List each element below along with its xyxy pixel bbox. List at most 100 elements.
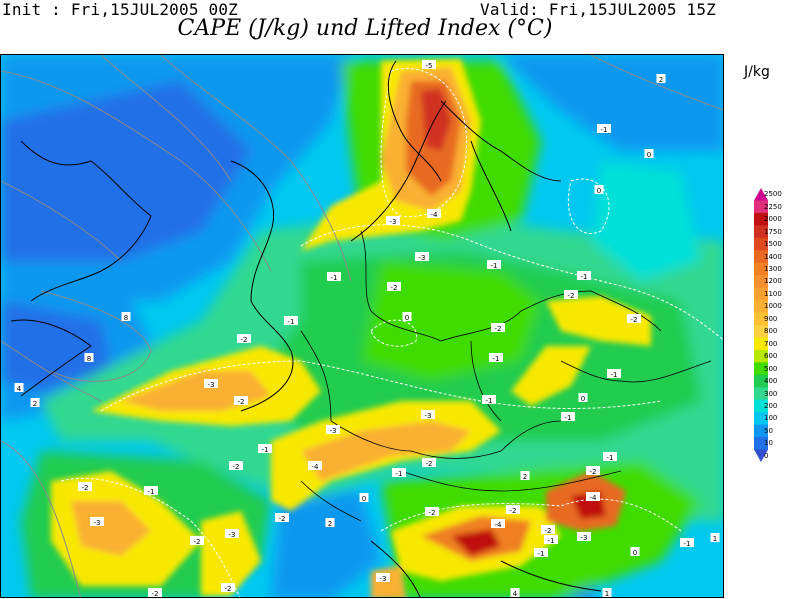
li-label: -4 [590,494,598,502]
colorbar-level-label: 50 [764,426,773,435]
li-label: -1 [396,470,403,478]
li-label-bg [148,588,162,597]
li-label: -1 [148,488,155,496]
li-label-bg [144,486,158,495]
li-label: -2 [495,325,502,333]
colorbar-segment [754,287,768,301]
colorbar-segment [754,237,768,251]
colorbar-segment [754,225,768,239]
li-label: -3 [330,427,337,435]
li-label: 1 [605,590,609,598]
li-label-bg [544,535,558,544]
colorbar-segment [754,374,768,388]
colorbar-segment [754,437,768,451]
li-label-bg [607,369,621,378]
li-label-bg [656,74,666,83]
li-label: 2 [33,400,37,408]
li-label-bg [275,513,289,522]
li-label: -1 [684,540,691,548]
colorbar-segment [754,275,768,289]
li-label-bg [510,588,520,597]
li-label-bg [392,468,406,477]
li-label: -2 [429,509,436,517]
li-label: 8 [124,314,128,322]
li-label-bg [421,410,435,419]
li-label: -3 [229,531,236,539]
li-label-bg [78,482,92,491]
colorbar-level-label: 1400 [764,252,782,261]
li-label-bg [121,312,131,321]
li-label: -2 [391,284,398,292]
colorbar-level-label: 2250 [764,202,782,211]
colorbar-level-label: 2500 [764,190,782,199]
li-label-bg [561,412,575,421]
colorbar-level-label: 800 [764,327,778,336]
li-label-bg [577,532,591,541]
colorbar-level-label: 10 [764,439,773,448]
li-label: -4 [431,211,439,219]
li-label-bg [710,533,720,542]
colorbar-level-label: 900 [764,314,778,323]
colorbar-segment [754,262,768,276]
li-label-bg [577,271,591,280]
li-label-bg [425,507,439,516]
init-time-label: Init : Fri,15JUL2005 00Z [2,0,238,19]
li-label-bg [644,149,654,158]
li-label-bg [491,519,505,528]
li-label: -1 [493,355,500,363]
li-label: -3 [208,381,215,389]
li-label-bg [386,216,400,225]
li-label-bg [630,547,640,556]
li-label-bg [586,466,600,475]
li-label: 0 [405,314,409,322]
li-label-bg [422,458,436,467]
colorbar-level-label: 1100 [764,289,782,298]
li-label-bg [258,444,272,453]
li-label-bg [586,492,600,501]
li-label: -3 [390,218,397,226]
li-label: -3 [419,254,426,262]
li-label: -2 [194,538,201,546]
li-label: -3 [380,575,387,583]
li-label-bg [541,525,555,534]
li-label-bg [376,573,390,582]
li-label-bg [482,395,496,404]
li-label: 4 [513,590,518,598]
li-label: -2 [590,468,597,476]
li-label: 2 [659,76,663,84]
colorbar-level-label: 1750 [764,227,782,236]
li-label-bg [402,312,412,321]
li-label: -2 [152,590,159,598]
li-label-bg [14,383,24,392]
li-label: -1 [288,318,295,326]
li-label: -1 [607,454,614,462]
li-label-bg [387,282,401,291]
colorbar-level-label: 100 [764,414,778,423]
li-label: -4 [312,463,320,471]
li-label-bg [422,60,436,69]
li-label-bg [327,272,341,281]
li-label-bg [415,252,429,261]
li-label: -2 [631,316,638,324]
colorbar-segment [754,250,768,264]
li-label-bg [491,323,505,332]
cape-colorbar [754,188,768,462]
li-label: -2 [568,292,575,300]
page-title: CAPE (J/kg) und Lifted Index (°C) [177,16,553,41]
colorbar-segment [754,200,768,214]
colorbar-segment [754,424,768,438]
colorbar-segment [754,449,768,462]
li-label: -1 [565,414,572,422]
li-label-bg [680,538,694,547]
li-label-bg [487,260,501,269]
colorbar-level-label: 400 [764,377,778,386]
li-label-bg [325,518,335,527]
li-label-bg [90,517,104,526]
li-label: -2 [426,460,433,468]
li-label: -4 [495,521,503,529]
colorbar-segment [754,349,768,363]
li-label: -1 [548,537,555,545]
li-label: 0 [597,187,601,195]
colorbar-level-label: 1300 [764,264,782,273]
colorbar-segment [754,412,768,426]
